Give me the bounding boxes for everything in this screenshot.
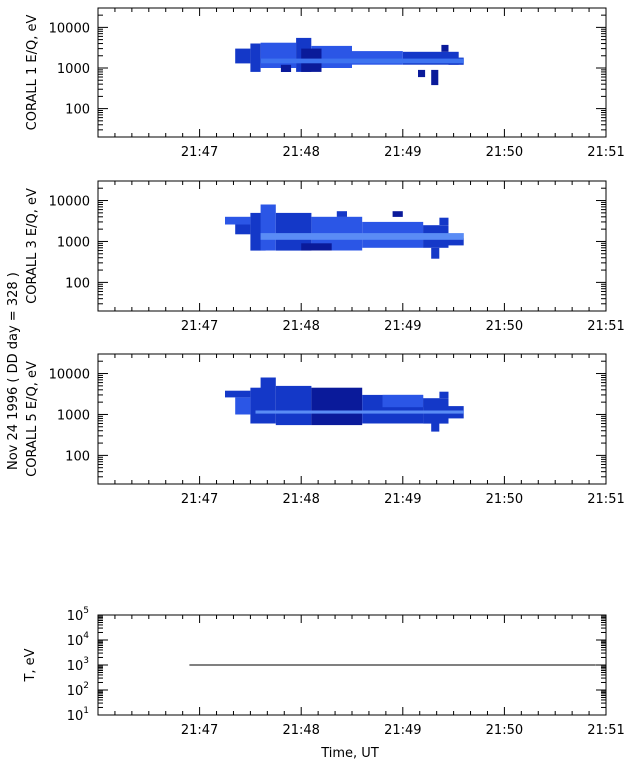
panel-corall5: 21:47 21:48 21:49 21:50 21:51 100 1000 10000 COR… — [25, 353, 625, 507]
y-tick-label: 10000 — [49, 195, 90, 210]
heatmap-cells — [225, 204, 464, 259]
x-tick-label: 21:51 — [587, 723, 624, 738]
heatmap-cell — [311, 387, 363, 426]
heatmap-cell — [260, 233, 464, 240]
y-tick-label: 1000 — [57, 408, 90, 423]
heatmap-cell — [431, 69, 439, 86]
heatmap-cell — [382, 394, 424, 408]
y-axis-title: CORALL 5 E/Q, eV — [25, 361, 40, 477]
x-tick-label: 21:47 — [181, 723, 218, 738]
heatmap-cell — [439, 217, 449, 226]
heatmap-cell — [255, 410, 464, 414]
y-tick-label: 102 — [67, 681, 89, 699]
heatmap-cell — [260, 58, 464, 64]
x-tick-label: 21:51 — [587, 492, 624, 507]
y-tick-label: 103 — [67, 656, 89, 674]
heatmap-cell — [235, 48, 251, 64]
heatmap-cell — [441, 44, 449, 52]
panel-corall3: 21:47 21:48 21:49 21:50 21:51 100 1000 10000 COR… — [25, 180, 625, 334]
heatmap-cell — [250, 43, 261, 72]
x-tick-label: 21:48 — [282, 723, 319, 738]
heatmap-cell — [275, 385, 312, 426]
heatmap-cell — [418, 69, 426, 78]
x-tick-label: 21:51 — [587, 145, 624, 160]
y-tick-label: 1000 — [57, 62, 90, 77]
x-tick-label: 21:50 — [486, 723, 523, 738]
heatmap-cell — [431, 423, 440, 432]
x-tick-label: 21:49 — [384, 319, 421, 334]
heatmap-cell — [260, 204, 276, 251]
y-tick-label: 100 — [65, 103, 90, 118]
y-axis-title: CORALL 3 E/Q, eV — [25, 188, 40, 304]
heatmap-cell — [439, 391, 449, 399]
x-tick-label: 21:48 — [282, 492, 319, 507]
x-tick-label: 21:48 — [282, 319, 319, 334]
heatmap-cell — [225, 216, 251, 225]
heatmap-cells — [225, 377, 464, 432]
x-tick-label: 21:47 — [181, 492, 218, 507]
heatmap-cell — [260, 42, 297, 68]
y-tick-label: 10000 — [49, 368, 90, 383]
heatmap-cell — [235, 397, 251, 415]
panel-corall1: 21:47 21:48 21:49 21:50 21:51 100 1000 10000 COR… — [25, 7, 625, 160]
x-tick-label: 21:47 — [181, 319, 218, 334]
y-tick-label: 100 — [65, 449, 90, 464]
panel-temperature: 21:47 21:48 21:49 21:50 21:51 101 102 103 104 105… — [23, 606, 625, 738]
x-tick-label: 21:49 — [384, 492, 421, 507]
x-tick-label: 21:49 — [384, 145, 421, 160]
heatmap-cell — [280, 64, 292, 72]
x-axis-title: Time, UT — [320, 746, 379, 761]
heatmap-cell — [301, 243, 332, 251]
heatmap-cell — [235, 224, 251, 235]
heatmap-cells — [235, 37, 464, 86]
plot-frame — [97, 7, 607, 138]
x-tick-label: 21:50 — [486, 319, 523, 334]
y-tick-label: 104 — [67, 631, 90, 649]
y-axis-title: T, eV — [23, 648, 38, 682]
heatmap-cell — [392, 211, 403, 217]
y-tick-label: 10000 — [49, 21, 90, 36]
x-tick-label: 21:49 — [384, 723, 421, 738]
x-tick-label: 21:47 — [181, 145, 218, 160]
y-axis-title: CORALL 1 E/Q, eV — [25, 15, 40, 131]
y-tick-label: 100 — [65, 276, 90, 291]
x-tick-label: 21:50 — [486, 145, 523, 160]
x-tick-label: 21:48 — [282, 145, 319, 160]
y-tick-label: 101 — [67, 706, 89, 724]
heatmap-cell — [448, 238, 464, 246]
heatmap-cell — [260, 377, 276, 424]
side-label-date: Nov 24 1996 ( DD day = 328 ) — [6, 272, 21, 470]
y-tick-label: 1000 — [57, 235, 90, 250]
y-tick-label: 105 — [67, 606, 89, 624]
heatmap-cell — [336, 211, 347, 217]
heatmap-cell — [225, 390, 251, 398]
x-tick-label: 21:50 — [486, 492, 523, 507]
x-tick-label: 21:51 — [587, 319, 624, 334]
heatmap-cell — [431, 247, 440, 259]
